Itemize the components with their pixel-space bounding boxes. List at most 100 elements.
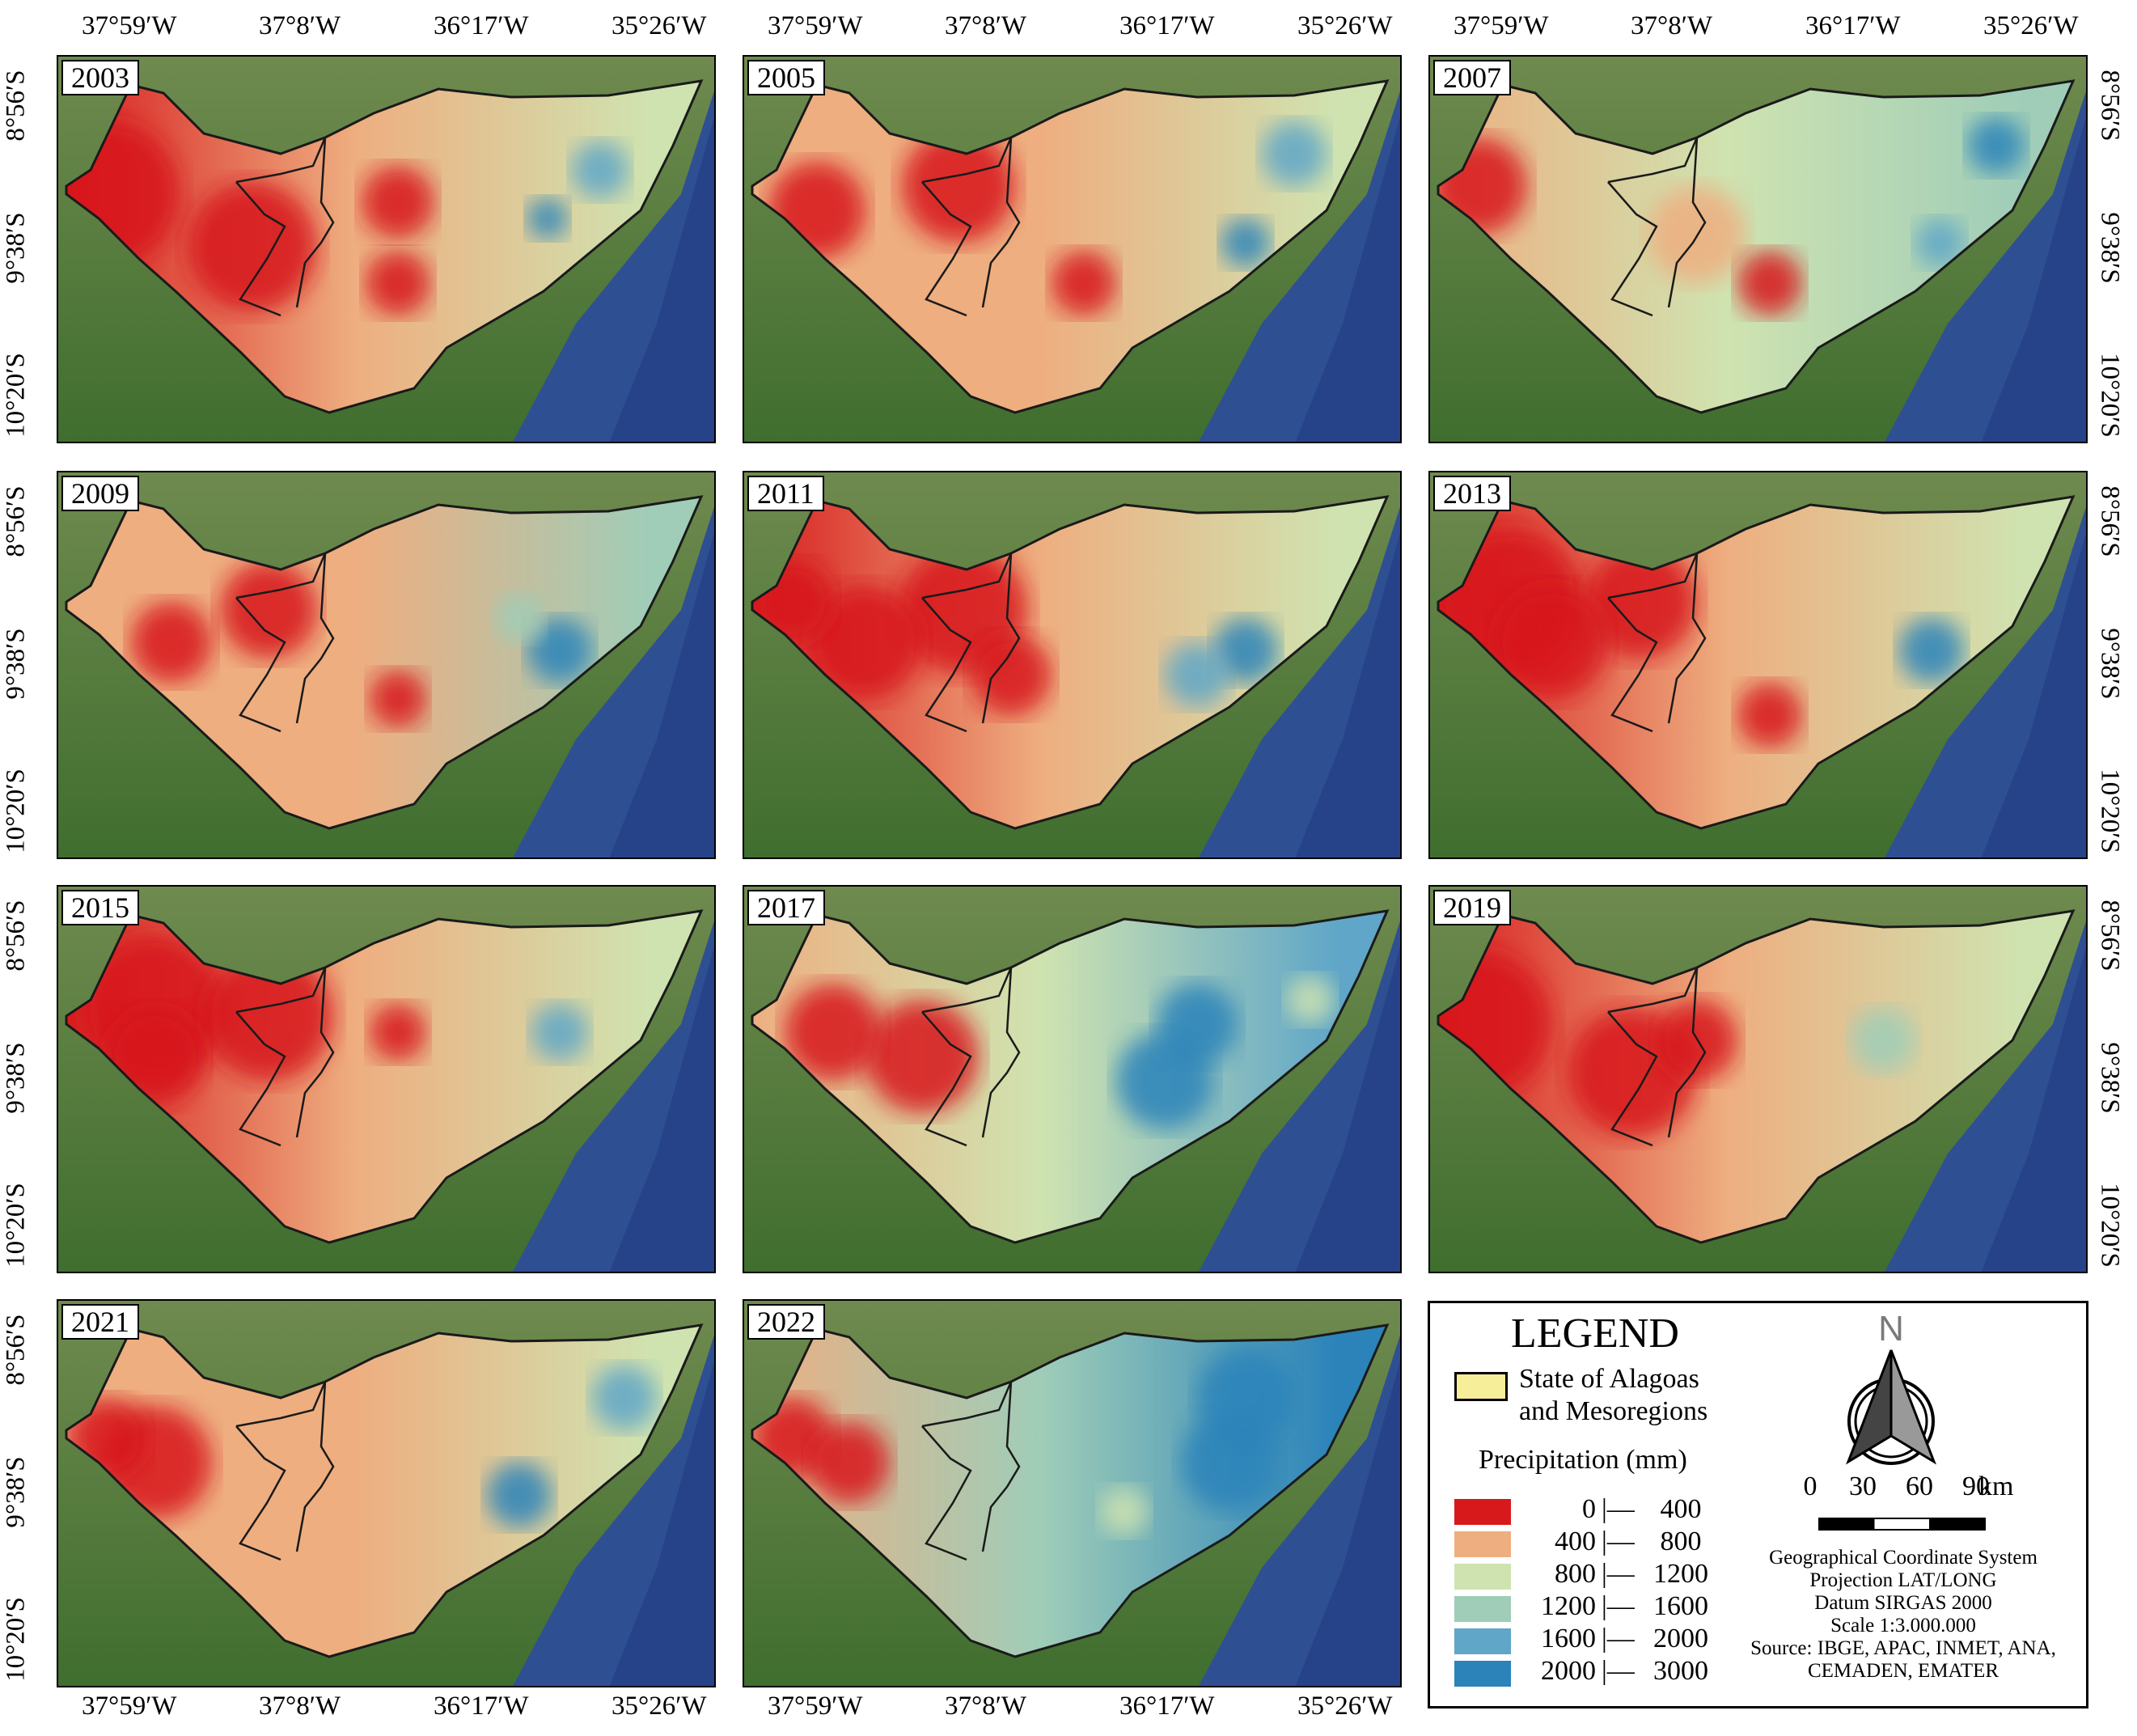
latitude-tick: 10°20′S	[1, 768, 31, 853]
latitude-tick: 10°20′S	[1, 1597, 31, 1682]
map-panel-2015: 2015	[57, 885, 716, 1273]
year-label: 2019	[1433, 890, 1511, 925]
state-outline	[65, 909, 704, 1244]
state-outline	[65, 1323, 704, 1658]
latitude-tick: 9°38′S	[2095, 1042, 2125, 1114]
class-swatch	[1454, 1661, 1511, 1687]
year-label: 2005	[747, 60, 825, 95]
longitude-tick: 36°17′W	[434, 1692, 529, 1721]
latitude-tick: 8°56′S	[2095, 900, 2125, 972]
class-separator: |—	[1602, 1559, 1635, 1589]
scale-unit: km	[1978, 1471, 2014, 1501]
class-high: 400	[1660, 1494, 1702, 1524]
scale-number: 60	[1906, 1471, 1933, 1501]
map-canvas-2005	[744, 57, 1400, 442]
year-label: 2013	[1433, 476, 1511, 511]
north-label: N	[1878, 1309, 1904, 1349]
class-low: 800	[1555, 1559, 1596, 1589]
state-outline	[1437, 495, 2076, 830]
class-low: 1600	[1541, 1624, 1596, 1653]
longitude-tick: 37°8′W	[259, 1692, 341, 1721]
map-panel-2021: 2021	[57, 1299, 716, 1687]
north-arrow-icon: N	[1846, 1309, 1936, 1465]
map-canvas-2019	[1430, 887, 2086, 1272]
map-canvas-2021	[58, 1301, 714, 1686]
state-outline	[1437, 79, 2076, 414]
longitude-tick: 37°8′W	[945, 11, 1027, 40]
class-high: 2000	[1653, 1624, 1708, 1653]
class-separator: |—	[1602, 1656, 1635, 1686]
class-swatch	[1454, 1499, 1511, 1525]
class-low: 0	[1582, 1494, 1596, 1524]
longitude-tick: 37°8′W	[259, 11, 341, 40]
map-panel-2022: 2022	[743, 1299, 1402, 1687]
state-outline	[751, 909, 1390, 1244]
map-panel-2017: 2017	[743, 885, 1402, 1273]
year-label: 2009	[61, 476, 139, 511]
longitude-tick: 36°17′W	[434, 11, 529, 40]
map-canvas-2015	[58, 887, 714, 1272]
latitude-tick: 10°20′S	[2095, 353, 2125, 438]
year-label: 2021	[61, 1304, 139, 1340]
latitude-tick: 9°38′S	[2095, 212, 2125, 284]
info-line: Datum SIRGAS 2000	[1814, 1592, 1992, 1614]
map-canvas-2011	[744, 472, 1400, 857]
class-separator: |—	[1602, 1591, 1635, 1621]
longitude-tick: 37°8′W	[945, 1692, 1027, 1721]
latitude-tick: 8°56′S	[1, 485, 31, 557]
class-swatch	[1454, 1531, 1511, 1557]
map-panel-2009: 2009	[57, 471, 716, 859]
info-line: Projection LAT/LONG	[1809, 1569, 1997, 1591]
class-swatch	[1454, 1596, 1511, 1622]
map-panel-2019: 2019	[1428, 885, 2088, 1273]
class-high: 1600	[1653, 1591, 1708, 1621]
longitude-tick: 35°26′W	[611, 1692, 707, 1721]
map-panel-2007: 2007	[1428, 55, 2088, 443]
longitude-tick: 37°8′W	[1631, 11, 1713, 40]
info-line: Geographical Coordinate System	[1769, 1547, 2038, 1569]
map-canvas-2007	[1430, 57, 2086, 442]
state-outline	[751, 495, 1390, 830]
longitude-tick: 35°26′W	[1297, 11, 1393, 40]
latitude-tick: 9°38′S	[1, 628, 31, 700]
year-label: 2003	[61, 60, 139, 95]
longitude-tick: 37°59′W	[82, 11, 177, 40]
class-swatch	[1454, 1564, 1511, 1590]
longitude-tick: 36°17′W	[1119, 11, 1215, 40]
map-panel-2013: 2013	[1428, 471, 2088, 859]
state-outline	[751, 79, 1390, 414]
precipitation-title: Precipitation (mm)	[1479, 1445, 1687, 1475]
latitude-tick: 8°56′S	[2095, 485, 2125, 557]
info-line: Source: IBGE, APAC, INMET, ANA,	[1750, 1637, 2056, 1659]
year-label: 2022	[747, 1304, 825, 1340]
longitude-tick: 37°59′W	[768, 1692, 863, 1721]
latitude-tick: 8°56′S	[1, 900, 31, 972]
year-label: 2007	[1433, 60, 1511, 95]
state-outline	[65, 79, 704, 414]
year-label: 2015	[61, 890, 139, 925]
class-low: 2000	[1541, 1656, 1596, 1686]
info-line: Scale 1:3.000.000	[1830, 1615, 1976, 1636]
class-low: 400	[1555, 1526, 1596, 1556]
year-label: 2017	[747, 890, 825, 925]
map-canvas-2022	[744, 1301, 1400, 1686]
latitude-tick: 10°20′S	[2095, 1183, 2125, 1268]
map-panel-2003: 2003	[57, 55, 716, 443]
map-panel-2011: 2011	[743, 471, 1402, 859]
map-canvas-2017	[744, 887, 1400, 1272]
longitude-tick: 36°17′W	[1119, 1692, 1215, 1721]
longitude-tick: 35°26′W	[1983, 11, 2079, 40]
class-high: 1200	[1653, 1559, 1708, 1589]
longitude-tick: 35°26′W	[1297, 1692, 1393, 1721]
latitude-tick: 8°56′S	[1, 1314, 31, 1386]
latitude-tick: 9°38′S	[1, 1456, 31, 1528]
class-separator: |—	[1602, 1494, 1635, 1524]
state-outline	[1437, 909, 2076, 1244]
latitude-tick: 10°20′S	[1, 1183, 31, 1268]
boundary-swatch	[1454, 1372, 1508, 1401]
map-canvas-2003	[58, 57, 714, 442]
year-label: 2011	[747, 476, 824, 511]
info-line: CEMADEN, EMATER	[1807, 1660, 1999, 1682]
boundary-label-line2: and Mesoregions	[1519, 1396, 1708, 1426]
scale-bar	[1818, 1518, 1986, 1531]
